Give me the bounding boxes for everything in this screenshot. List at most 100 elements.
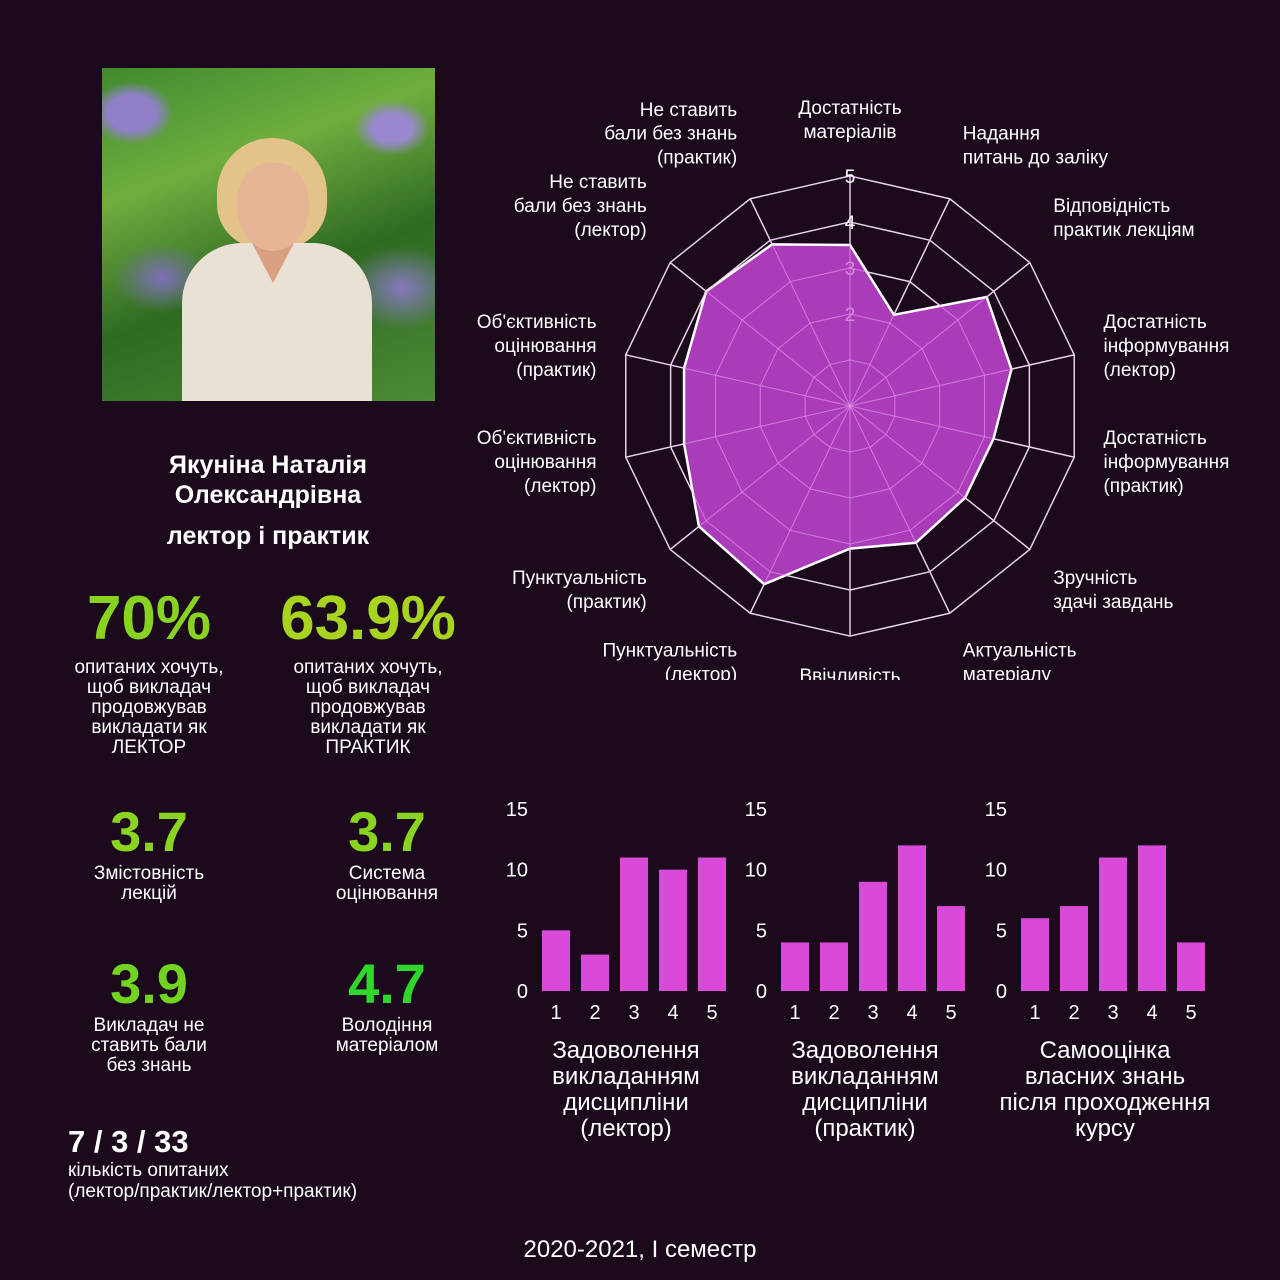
radar-spoke-inner: [625, 405, 851, 458]
radar-spoke-inner: [669, 405, 851, 550]
bar: [1060, 906, 1088, 991]
grading-score-value: 3.7: [348, 800, 426, 863]
desc-line: ставить бали: [91, 1035, 207, 1056]
teacher-name: Якуніна Наталія Олександрівна: [100, 450, 436, 510]
bar: [1138, 845, 1166, 991]
x-tick-label: 3: [628, 1002, 639, 1024]
title-line: після проходження: [999, 1089, 1211, 1116]
grading-score-desc: Система оцінювання: [287, 864, 487, 904]
x-tick-label: 4: [667, 1002, 678, 1024]
bar: [859, 881, 887, 991]
title-line: дисципліни: [563, 1089, 689, 1116]
radar-spoke-inner: [849, 405, 1075, 458]
grading-score-stat: 3.7 Система оцінювання: [287, 804, 487, 904]
y-tick-label: 0: [996, 981, 1007, 1003]
x-tick-label: 3: [1107, 1002, 1118, 1024]
x-tick-label: 4: [906, 1002, 917, 1024]
bar-chart-1: 0 5 10 15 1 2 3 4 5: [506, 799, 726, 1024]
practic-percent-desc: опитаних хочуть, щоб викладач продовжува…: [268, 658, 468, 758]
desc-line: Викладач не: [93, 1015, 205, 1036]
title-line: Задоволення: [552, 1037, 700, 1064]
y-tick-label: 10: [985, 860, 1007, 882]
lector-percent-value: 70%: [86, 584, 212, 653]
title-line: викладанням: [552, 1063, 700, 1090]
x-tick-label: 3: [867, 1002, 878, 1024]
desc-line: продовжував: [91, 697, 207, 718]
radar-axis-label: Пунктуальність (практик): [512, 568, 647, 613]
teacher-name-line1: Якуніна Наталія: [169, 451, 367, 479]
bar: [620, 857, 648, 991]
bar-chart-2: 0 5 10 15 1 2 3 4 5: [745, 799, 965, 1024]
desc-line: опитаних хочуть,: [74, 657, 224, 678]
radar-axis-label: Достатність інформування (лектор): [1103, 312, 1229, 381]
radar-axis-label: Пунктуальність (лектор): [602, 640, 737, 680]
radar-spoke-inner: [849, 405, 951, 614]
bar: [937, 906, 965, 991]
x-tick-label: 4: [1146, 1002, 1157, 1024]
bar: [581, 954, 609, 991]
title-line: викладанням: [791, 1063, 939, 1090]
y-tick-label: 5: [756, 920, 767, 942]
radar-spoke-inner: [849, 198, 951, 407]
teacher-role: лектор і практик: [166, 522, 370, 550]
title-line: (практик): [814, 1115, 916, 1142]
desc-line: продовжував: [310, 697, 426, 718]
fair-score-desc: Викладач не ставить бали без знань: [49, 1016, 249, 1076]
title-line: (лектор): [580, 1115, 672, 1142]
practic-percent-stat: 63.9% опитаних хочуть, щоб викладач прод…: [268, 588, 468, 758]
desc-line: оцінювання: [335, 883, 439, 904]
radar-spoke-inner: [849, 262, 1031, 407]
lector-percent-stat: 70% опитаних хочуть, щоб викладач продов…: [50, 588, 248, 758]
x-tick-label: 1: [789, 1002, 800, 1024]
photo-face: [237, 163, 309, 251]
radar-axis-label: Достатність інформування (практик): [1103, 428, 1229, 497]
x-tick-label: 1: [1029, 1002, 1040, 1024]
bar: [898, 845, 926, 991]
x-tick-label: 2: [1068, 1002, 1079, 1024]
radar-axis-label: Не ставить бали без знань (лектор): [514, 172, 647, 241]
fair-score-stat: 3.9 Викладач не ставить бали без знань: [49, 956, 249, 1076]
y-tick-label: 5: [517, 920, 528, 942]
mastery-score-value: 4.7: [348, 952, 426, 1015]
title-line: Самооцінка: [1039, 1037, 1171, 1064]
respondents-count: 7 / 3 / 33 кількість опитаних (лектор/пр…: [68, 1124, 357, 1202]
title-line: власних знань: [1024, 1063, 1186, 1090]
y-tick-label: 15: [506, 799, 528, 821]
desc-line: щоб викладач: [305, 677, 431, 698]
semester-label: 2020-2021, I семестр: [523, 1236, 757, 1263]
fair-score-value: 3.9: [110, 952, 188, 1015]
desc-line: викладати як: [310, 717, 426, 738]
x-tick-label: 5: [1185, 1002, 1196, 1024]
mastery-score-stat: 4.7 Володіння матеріалом: [287, 956, 487, 1056]
radar-spoke-inner: [669, 262, 851, 407]
content-score-desc: Змістовність лекцій: [49, 864, 249, 904]
y-tick-label: 5: [996, 920, 1007, 942]
radar-ticks: 2 3 4 5: [845, 167, 856, 326]
radar-area: [625, 175, 1075, 637]
bar: [698, 857, 726, 991]
x-tick-label: 5: [706, 1002, 717, 1024]
radar-tick-label: 5: [845, 167, 856, 188]
bar-chart-1-title: Задоволення викладанням дисципліни (лект…: [516, 1038, 736, 1142]
y-tick-label: 10: [506, 860, 528, 882]
desc-line: Змістовність: [93, 863, 205, 884]
respondents-value: 7 / 3 / 33: [68, 1124, 189, 1159]
desc-line: кількість опитаних: [68, 1160, 229, 1181]
bar: [1177, 942, 1205, 991]
mastery-score-desc: Володіння матеріалом: [287, 1016, 487, 1056]
desc-line: викладати як: [91, 717, 207, 738]
y-tick-label: 15: [985, 799, 1007, 821]
radar-series-area: [682, 243, 1013, 586]
radar-axis-label: Об'єктивність оцінювання (лектор): [477, 428, 597, 497]
radar-spoke-inner: [625, 354, 851, 407]
desc-line: щоб викладач: [86, 677, 212, 698]
radar-tick-label: 3: [845, 259, 856, 280]
teacher-photo: [102, 68, 435, 401]
radar-axis-label: Актуальність матеріалу: [963, 640, 1077, 680]
radar-spoke-inner: [849, 354, 1075, 407]
radar-spoke-inner: [749, 405, 851, 614]
x-tick-label: 2: [589, 1002, 600, 1024]
desc-line: матеріалом: [335, 1035, 439, 1056]
bar-chart-2-title: Задоволення викладанням дисципліни (прак…: [755, 1038, 975, 1142]
radar-tick-label: 2: [845, 305, 856, 326]
